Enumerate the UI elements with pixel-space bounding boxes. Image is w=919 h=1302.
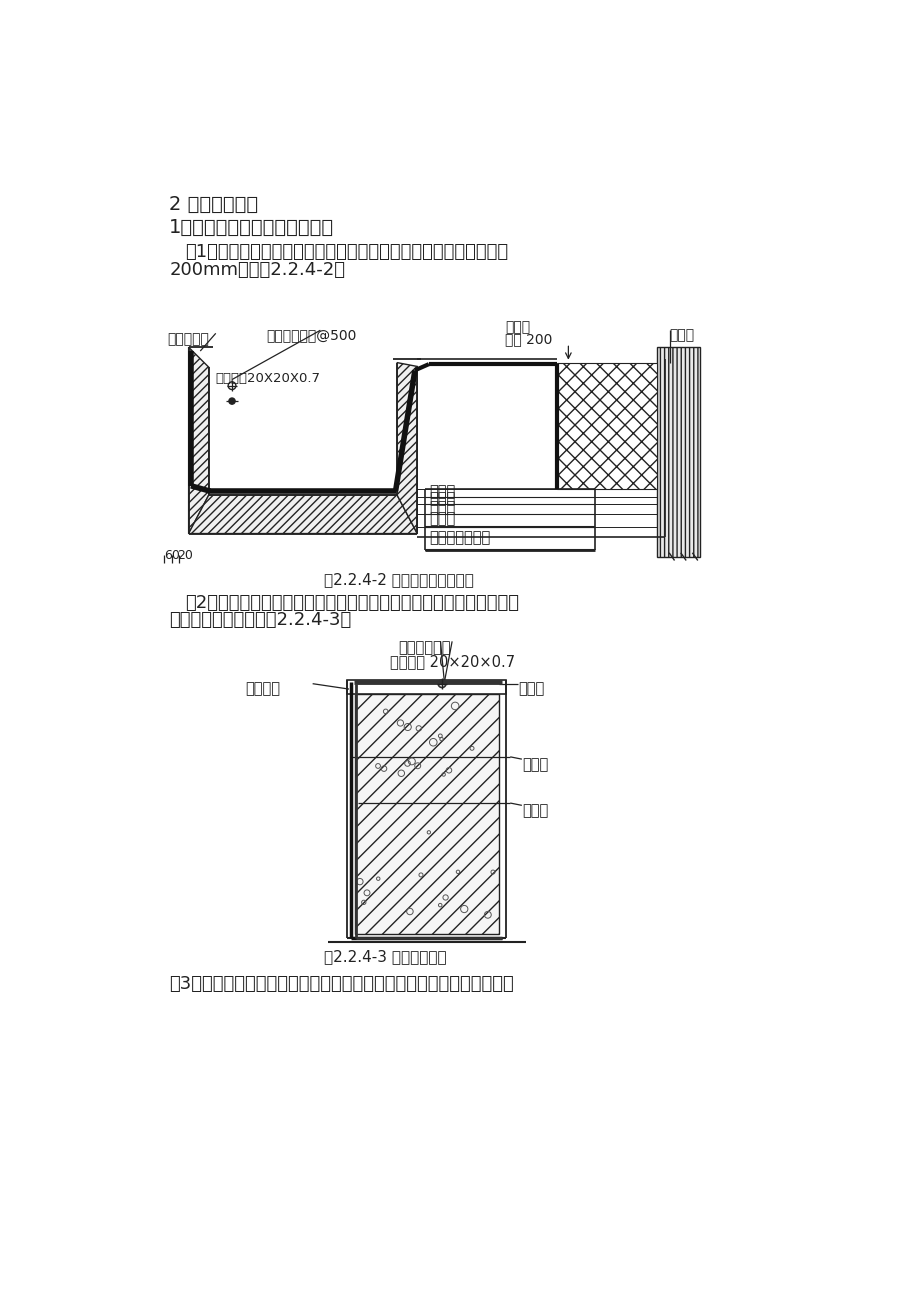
Text: 防水层: 防水层 bbox=[521, 756, 548, 772]
Text: 镀锌垫片 20×20×0.7: 镀锌垫片 20×20×0.7 bbox=[390, 654, 515, 669]
Text: 空铺 200: 空铺 200 bbox=[505, 332, 551, 346]
Text: 钢压条: 钢压条 bbox=[517, 681, 544, 697]
Text: 镀锌垫片20X20X0.7: 镀锌垫片20X20X0.7 bbox=[215, 372, 320, 385]
Text: 图2.2.4-3 檐沟卷材收头: 图2.2.4-3 檐沟卷材收头 bbox=[323, 949, 447, 965]
Polygon shape bbox=[355, 694, 498, 934]
Polygon shape bbox=[417, 513, 664, 527]
Text: 2 细部构造做法: 2 细部构造做法 bbox=[169, 195, 258, 214]
Polygon shape bbox=[188, 348, 209, 534]
Text: （3）高低跨内排水天沟与立墙交接处，应采取变形能力强的密封处理。: （3）高低跨内排水天沟与立墙交接处，应采取变形能力强的密封处理。 bbox=[169, 975, 514, 992]
Text: 200mm。见图2.2.4-2。: 200mm。见图2.2.4-2。 bbox=[169, 260, 345, 279]
Polygon shape bbox=[657, 348, 699, 557]
Text: 防水层: 防水层 bbox=[428, 483, 455, 499]
Text: 密封膏封严: 密封膏封严 bbox=[167, 332, 210, 346]
Text: （1）天沟、檐沟与屋面交接处的附加层宜空铺，空铺宽度不应小于: （1）天沟、檐沟与屋面交接处的附加层宜空铺，空铺宽度不应小于 bbox=[185, 243, 507, 262]
Text: 图2.2.4-2 天沟、檐沟防水构造: 图2.2.4-2 天沟、檐沟防水构造 bbox=[323, 572, 473, 587]
Text: 找平层: 找平层 bbox=[428, 500, 455, 514]
Text: 附加层: 附加层 bbox=[521, 803, 548, 818]
Text: （2）卷材防水层应有沟底翻上至沟外檐顶部，卷材收头应用水泥钉或: （2）卷材防水层应有沟底翻上至沟外檐顶部，卷材收头应用水泥钉或 bbox=[185, 594, 518, 612]
Circle shape bbox=[229, 398, 235, 404]
Polygon shape bbox=[417, 488, 664, 496]
Text: 1）天沟、沟檐的防水构造做法: 1）天沟、沟檐的防水构造做法 bbox=[169, 217, 334, 237]
Polygon shape bbox=[556, 362, 657, 488]
Text: 密封材料: 密封材料 bbox=[245, 681, 280, 697]
Polygon shape bbox=[417, 504, 664, 513]
Text: 20: 20 bbox=[176, 549, 193, 562]
Polygon shape bbox=[188, 495, 417, 534]
Text: 塑料膨胀钉固定。见图2.2.4-3。: 塑料膨胀钉固定。见图2.2.4-3。 bbox=[169, 612, 351, 629]
Text: 水泥钉或射钉@500: 水泥钉或射钉@500 bbox=[266, 328, 357, 342]
Text: 60: 60 bbox=[164, 549, 179, 562]
Polygon shape bbox=[417, 496, 664, 504]
Text: 钢筋混凝土槽沟: 钢筋混凝土槽沟 bbox=[428, 530, 490, 546]
Polygon shape bbox=[397, 362, 417, 534]
Text: 保温层: 保温层 bbox=[668, 328, 694, 342]
Text: 找坡层: 找坡层 bbox=[428, 512, 455, 526]
Text: 附加层: 附加层 bbox=[505, 320, 529, 335]
Text: 附加层: 附加层 bbox=[428, 491, 455, 506]
Polygon shape bbox=[347, 680, 505, 694]
Text: 水泥钉或射钉: 水泥钉或射钉 bbox=[397, 639, 450, 655]
